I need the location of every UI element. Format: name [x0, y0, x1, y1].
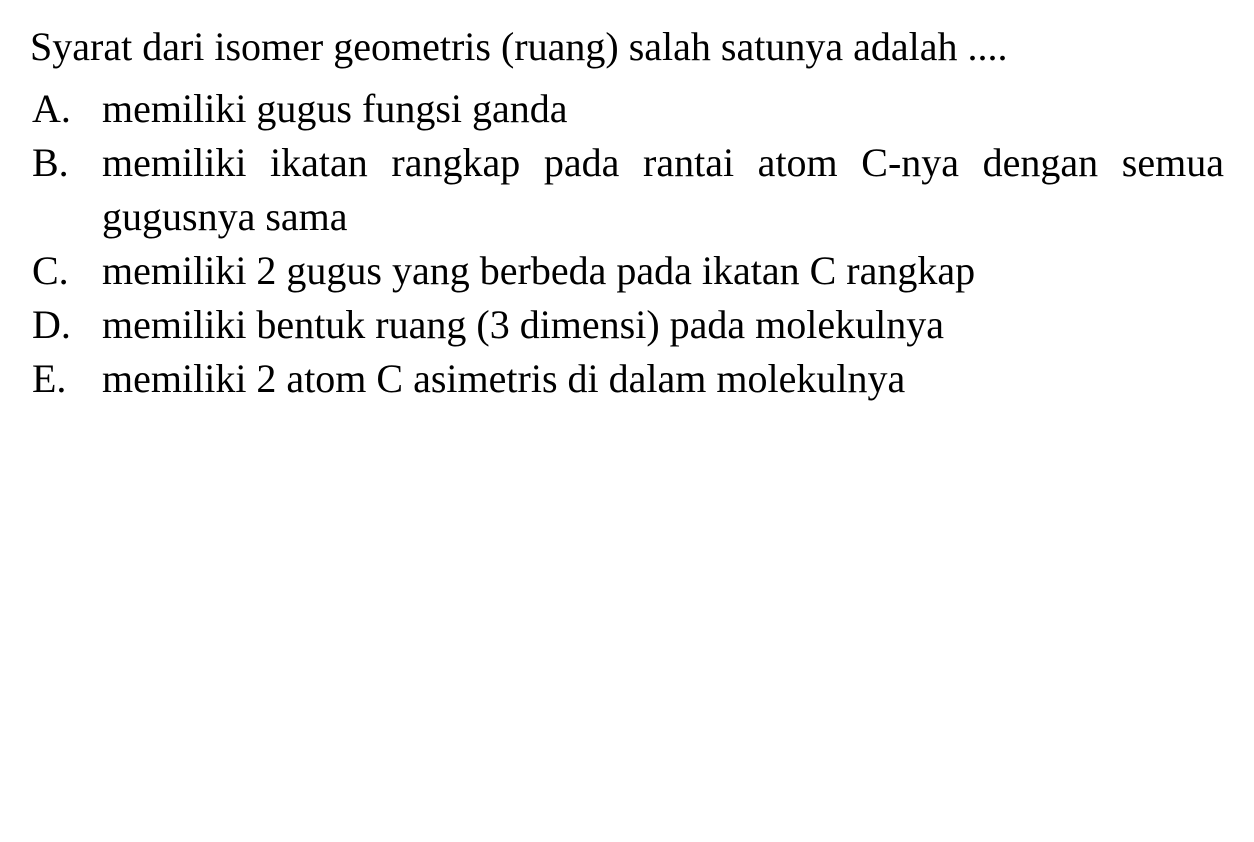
option-item-a: A. memiliki gugus fungsi ganda	[30, 82, 1224, 136]
option-item-c: C. memiliki 2 gugus yang berbeda pada ik…	[30, 244, 1224, 298]
option-label: A.	[30, 82, 102, 136]
option-item-b: B. memiliki ikatan rangkap pada rantai a…	[30, 136, 1224, 244]
question-text: Syarat dari isomer geometris (ruang) sal…	[30, 20, 1224, 74]
option-item-d: D. memiliki bentuk ruang (3 dimensi) pad…	[30, 298, 1224, 352]
option-text: memiliki ikatan rangkap pada rantai atom…	[102, 136, 1224, 244]
options-list: A. memiliki gugus fungsi ganda B. memili…	[30, 82, 1224, 406]
option-item-e: E. memiliki 2 atom C asimetris di dalam …	[30, 352, 1224, 406]
option-text: memiliki 2 gugus yang berbeda pada ikata…	[102, 244, 1224, 298]
option-label: B.	[30, 136, 102, 244]
option-label: E.	[30, 352, 102, 406]
question-container: Syarat dari isomer geometris (ruang) sal…	[30, 20, 1224, 406]
option-text: memiliki 2 atom C asimetris di dalam mol…	[102, 352, 1224, 406]
option-text: memiliki bentuk ruang (3 dimensi) pada m…	[102, 298, 1224, 352]
option-label: C.	[30, 244, 102, 298]
option-text: memiliki gugus fungsi ganda	[102, 82, 1224, 136]
option-label: D.	[30, 298, 102, 352]
